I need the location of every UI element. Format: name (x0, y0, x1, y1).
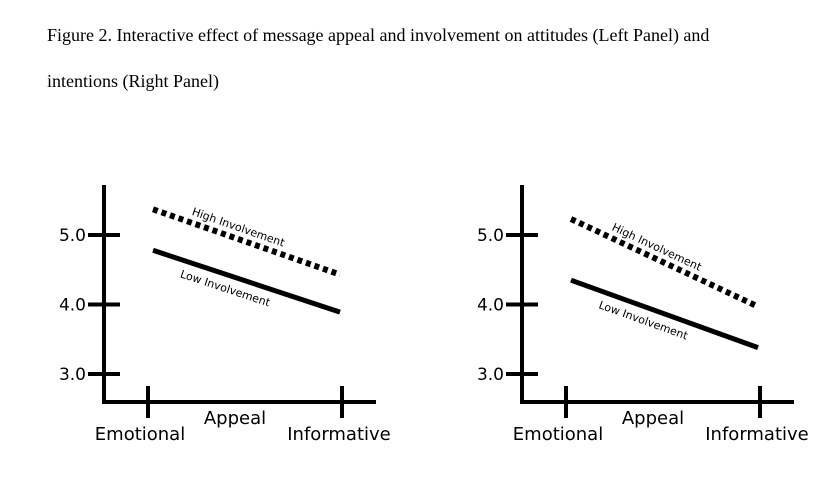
x-category-label: Emotional (513, 424, 603, 445)
figure-caption: Figure 2. Interactive effect of message … (47, 12, 817, 104)
y-tick-label: 5.0 (59, 226, 86, 246)
y-tick-label: 4.0 (477, 296, 504, 316)
x-category-label: Informative (287, 424, 391, 445)
y-tick-label: 3.0 (59, 365, 86, 385)
attitudes-panel: 3.0 4.0 5.0 Emotional Informative Appeal High … (35, 170, 391, 460)
series-label: High Involvement (610, 221, 704, 274)
x-axis-label: Appeal (204, 408, 266, 429)
high-involvement-line (569, 216, 760, 310)
x-category-label: Informative (705, 424, 809, 445)
caption-line-2: intentions (Right Panel) (47, 71, 219, 91)
high-involvement-line (152, 206, 341, 278)
x-category-label: Emotional (95, 424, 185, 445)
x-axis-label: Appeal (622, 408, 684, 429)
low-involvement-line (152, 247, 341, 315)
y-tick-label: 3.0 (477, 365, 504, 385)
y-tick-label: 4.0 (59, 296, 86, 316)
y-tick-label: 5.0 (477, 226, 504, 246)
low-involvement-line (570, 277, 759, 350)
caption-line-1: Figure 2. Interactive effect of message … (47, 25, 710, 45)
intentions-panel: 3.0 4.0 5.0 Emotional Informative Appeal High … (453, 170, 809, 460)
intentions-chart: 3.0 4.0 5.0 Emotional Informative Appeal High … (477, 185, 809, 445)
